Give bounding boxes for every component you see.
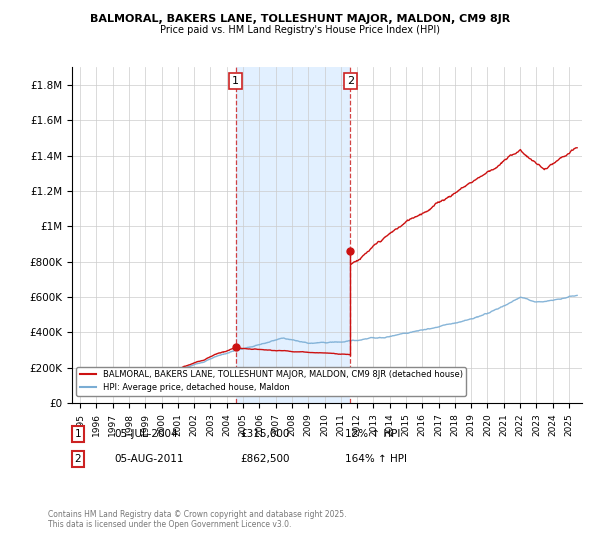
Text: Price paid vs. HM Land Registry's House Price Index (HPI): Price paid vs. HM Land Registry's House …	[160, 25, 440, 35]
Text: 2: 2	[74, 454, 82, 464]
Text: 05-JUL-2004: 05-JUL-2004	[114, 429, 178, 439]
Text: 12% ↑ HPI: 12% ↑ HPI	[345, 429, 400, 439]
Text: 1: 1	[74, 429, 82, 439]
Legend: BALMORAL, BAKERS LANE, TOLLESHUNT MAJOR, MALDON, CM9 8JR (detached house), HPI: : BALMORAL, BAKERS LANE, TOLLESHUNT MAJOR,…	[76, 367, 466, 396]
Text: Contains HM Land Registry data © Crown copyright and database right 2025.
This d: Contains HM Land Registry data © Crown c…	[48, 510, 347, 529]
Bar	[236, 67, 350, 403]
Text: £862,500: £862,500	[240, 454, 290, 464]
Text: BALMORAL, BAKERS LANE, TOLLESHUNT MAJOR, MALDON, CM9 8JR: BALMORAL, BAKERS LANE, TOLLESHUNT MAJOR,…	[90, 14, 510, 24]
Text: 05-AUG-2011: 05-AUG-2011	[114, 454, 184, 464]
Text: 164% ↑ HPI: 164% ↑ HPI	[345, 454, 407, 464]
Text: £315,000: £315,000	[240, 429, 289, 439]
Text: 1: 1	[232, 76, 239, 86]
Text: 2: 2	[347, 76, 354, 86]
